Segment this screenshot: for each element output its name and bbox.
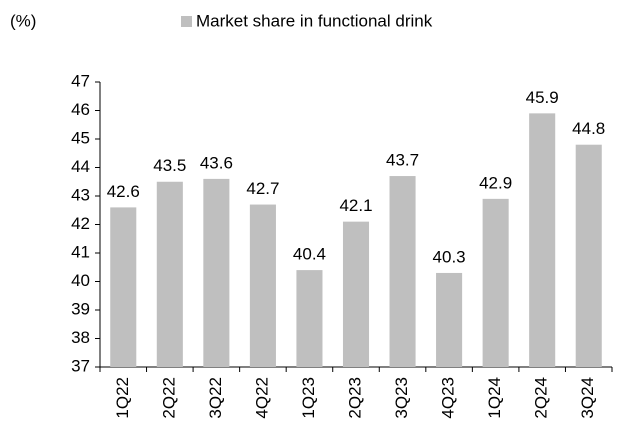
bar	[203, 178, 230, 367]
x-tick-label: 2Q22	[159, 377, 178, 419]
data-label: 42.6	[107, 182, 140, 201]
y-tick-label: 42	[71, 214, 90, 233]
x-tick-label: 1Q23	[299, 377, 318, 419]
data-label: 42.7	[246, 179, 279, 198]
bar	[342, 221, 370, 367]
bar	[529, 113, 556, 367]
bar	[575, 144, 602, 367]
bar	[436, 272, 463, 367]
bar	[156, 181, 183, 367]
data-label: 45.9	[526, 88, 559, 107]
data-label: 42.9	[479, 173, 512, 192]
x-tick-label: 3Q22	[206, 377, 225, 419]
x-tick-label: 4Q22	[252, 377, 271, 419]
data-label: 43.5	[153, 156, 186, 175]
y-tick-label: 47	[71, 71, 90, 90]
y-tick-label: 39	[71, 299, 90, 318]
legend-swatch	[181, 16, 192, 27]
bar	[249, 204, 276, 367]
unit-label: (%)	[10, 11, 36, 30]
x-tick-label: 1Q24	[485, 377, 504, 419]
x-tick-label: 4Q23	[439, 377, 458, 419]
x-tick-label: 2Q24	[532, 377, 551, 419]
bar	[482, 198, 509, 367]
x-tick-label: 3Q24	[578, 377, 597, 419]
y-tick-label: 41	[71, 242, 90, 261]
data-label: 43.7	[386, 151, 419, 170]
y-tick-label: 45	[71, 128, 90, 147]
data-label: 42.1	[339, 196, 372, 215]
bar	[389, 176, 416, 367]
y-tick-label: 40	[71, 271, 90, 290]
y-tick-label: 44	[71, 157, 90, 176]
y-tick-label: 37	[71, 356, 90, 375]
legend-label: Market share in functional drink	[196, 11, 433, 30]
y-tick-label: 43	[71, 185, 90, 204]
data-label: 40.3	[433, 247, 466, 266]
data-label: 43.6	[200, 153, 233, 172]
bar	[296, 270, 323, 367]
data-label: 40.4	[293, 245, 326, 264]
x-tick-label: 2Q23	[345, 377, 364, 419]
y-tick-label: 38	[71, 328, 90, 347]
bar	[110, 207, 137, 367]
y-tick-label: 46	[71, 100, 90, 119]
x-tick-label: 1Q22	[113, 377, 132, 419]
x-tick-label: 3Q23	[392, 377, 411, 419]
data-label: 44.8	[572, 119, 605, 138]
